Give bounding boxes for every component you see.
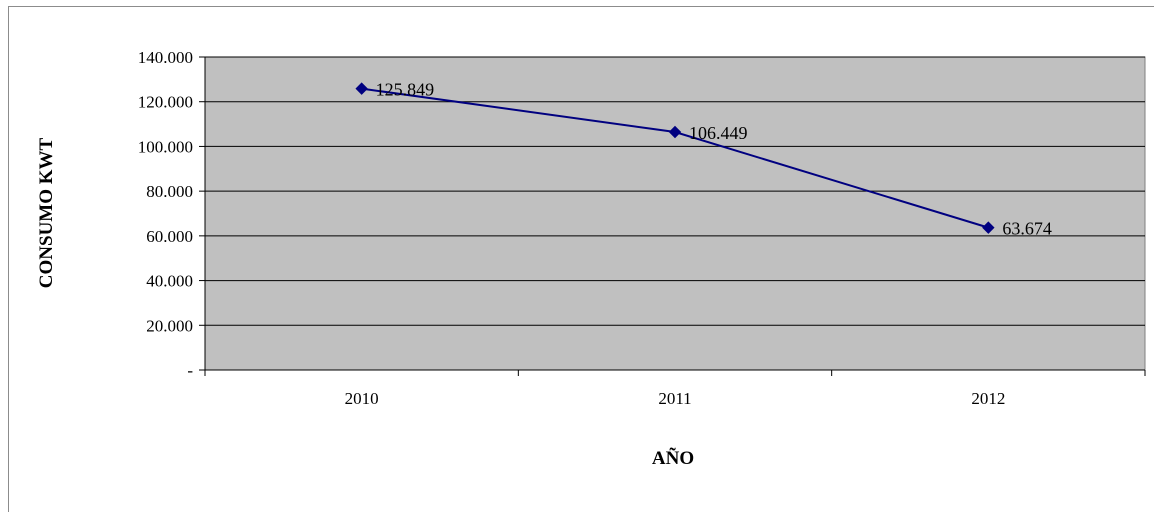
data-label: 63.674 [1002,219,1051,239]
gridlines [205,56,1145,326]
data-label: 125.849 [376,80,435,100]
data-point-marker [355,82,368,95]
y-tick-label: 120.000 [138,93,193,112]
y-tick-label: 20.000 [146,316,193,335]
y-axis-title: CONSUMO KWT [36,137,57,288]
y-tick-label: 80.000 [146,182,193,201]
y-tick-label: 140.000 [138,48,193,67]
data-point-marker [668,125,682,139]
x-axis-title: AÑO [652,447,694,469]
x-tick-label: 2012 [971,389,1005,408]
data-label: 106.449 [689,123,748,143]
x-tick-label: 2011 [658,389,691,408]
series: 125.849 106.449 63.674 [355,80,1052,239]
y-tick-label: 100.000 [138,137,193,156]
x-tick-label: 2010 [345,389,379,408]
y-tick-label: 40.000 [146,272,193,291]
data-point-marker [982,221,995,234]
plot-area [204,56,1146,371]
y-tick-label: 60.000 [146,227,193,246]
y-axis: - 20.000 40.000 60.000 80.000 100.000 120.000 1… [138,48,206,380]
y-tick-label: - [187,361,193,380]
x-axis: 2010 2011 2012 [204,369,1146,408]
